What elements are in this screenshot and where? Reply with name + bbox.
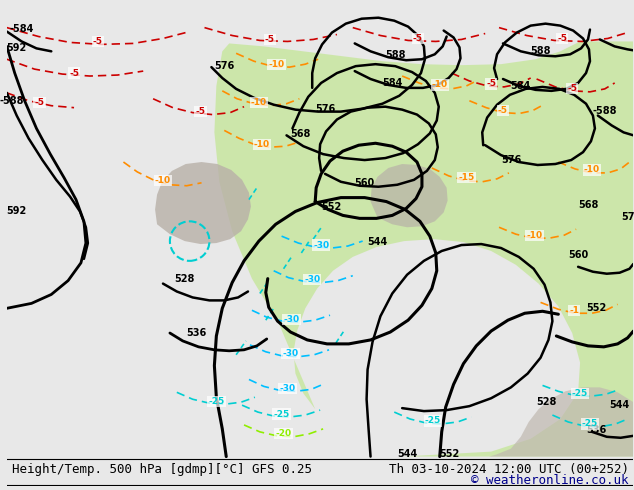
Text: -5: -5 — [69, 69, 79, 77]
Text: 588: 588 — [385, 50, 406, 60]
Text: 536: 536 — [586, 425, 606, 435]
Text: -588: -588 — [0, 96, 24, 106]
Text: 560: 560 — [354, 178, 375, 188]
Text: © weatheronline.co.uk: © weatheronline.co.uk — [471, 474, 628, 487]
Text: -10: -10 — [269, 60, 285, 69]
Text: 528: 528 — [174, 273, 195, 284]
Text: -10: -10 — [155, 176, 171, 185]
Text: -25: -25 — [208, 397, 224, 406]
Text: -5: -5 — [486, 79, 496, 88]
Text: 576: 576 — [315, 104, 335, 114]
Text: 57: 57 — [621, 212, 634, 222]
Polygon shape — [155, 162, 251, 244]
Text: 552: 552 — [439, 449, 460, 459]
Text: -5: -5 — [265, 35, 275, 44]
Text: Height/Temp. 500 hPa [gdmp][°C] GFS 0.25: Height/Temp. 500 hPa [gdmp][°C] GFS 0.25 — [12, 463, 312, 476]
Text: -10: -10 — [432, 80, 448, 90]
Text: 528: 528 — [536, 397, 557, 407]
Text: -10: -10 — [584, 166, 600, 174]
Text: 584: 584 — [382, 78, 403, 88]
Text: 576: 576 — [501, 155, 521, 165]
Text: -25: -25 — [273, 410, 290, 418]
Text: 536: 536 — [186, 328, 207, 338]
Text: -5: -5 — [34, 98, 44, 107]
Text: -15: -15 — [458, 173, 474, 182]
Text: 576: 576 — [214, 61, 235, 71]
Text: -10: -10 — [254, 140, 270, 149]
Text: -5: -5 — [557, 34, 567, 43]
Text: 544: 544 — [609, 400, 630, 410]
Text: -25: -25 — [572, 389, 588, 398]
Text: 544: 544 — [397, 449, 417, 459]
Text: 552: 552 — [321, 202, 341, 213]
Text: -5: -5 — [498, 106, 508, 115]
Text: -10: -10 — [527, 231, 543, 240]
Polygon shape — [489, 388, 633, 457]
Text: -20: -20 — [276, 429, 292, 439]
Text: -584: -584 — [10, 24, 34, 34]
Polygon shape — [214, 42, 633, 457]
Text: -30: -30 — [313, 241, 329, 249]
Text: -5: -5 — [195, 107, 205, 116]
Text: -25: -25 — [582, 419, 598, 428]
Text: Th 03-10-2024 12:00 UTC (00+252): Th 03-10-2024 12:00 UTC (00+252) — [389, 463, 628, 476]
Text: -5: -5 — [567, 84, 577, 94]
Text: -10: -10 — [251, 98, 267, 107]
Text: -588: -588 — [593, 106, 617, 116]
Text: 584: 584 — [510, 81, 531, 91]
Text: -5: -5 — [93, 37, 103, 46]
Text: -25: -25 — [425, 416, 441, 425]
Text: -30: -30 — [280, 384, 295, 393]
Text: 592: 592 — [6, 43, 27, 53]
Text: 568: 568 — [290, 129, 311, 139]
Text: 568: 568 — [578, 199, 598, 210]
Text: -5: -5 — [413, 34, 423, 43]
Text: 552: 552 — [586, 303, 606, 313]
Text: 592: 592 — [6, 206, 27, 217]
Text: 588: 588 — [530, 47, 551, 56]
Text: -1: -1 — [569, 306, 579, 315]
Text: -30: -30 — [282, 349, 299, 358]
Text: -30: -30 — [304, 275, 320, 284]
Text: 560: 560 — [568, 250, 588, 260]
Text: -30: -30 — [283, 315, 299, 324]
Text: 544: 544 — [367, 237, 387, 247]
Polygon shape — [370, 164, 448, 227]
